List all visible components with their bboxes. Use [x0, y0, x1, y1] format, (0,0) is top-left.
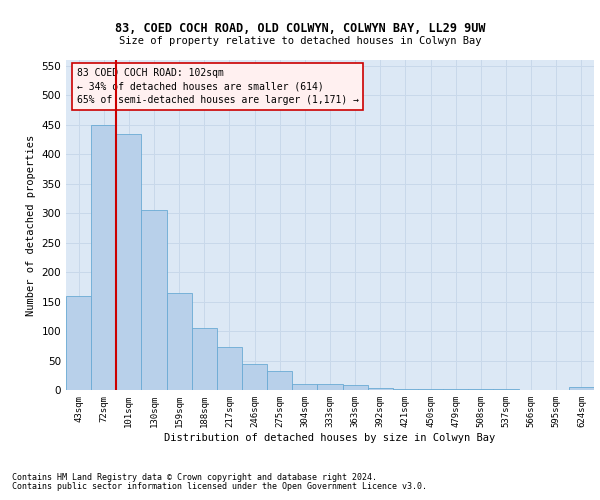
Bar: [569, 387, 594, 390]
Bar: [192, 328, 217, 390]
Bar: [292, 384, 317, 390]
Text: Size of property relative to detached houses in Colwyn Bay: Size of property relative to detached ho…: [119, 36, 481, 46]
Text: Contains public sector information licensed under the Open Government Licence v3: Contains public sector information licen…: [12, 482, 427, 491]
Text: 83, COED COCH ROAD, OLD COLWYN, COLWYN BAY, LL29 9UW: 83, COED COCH ROAD, OLD COLWYN, COLWYN B…: [115, 22, 485, 36]
Bar: [393, 389, 418, 390]
Bar: [66, 296, 91, 390]
Bar: [368, 388, 393, 390]
Bar: [317, 384, 343, 390]
Bar: [91, 125, 116, 390]
Text: Contains HM Land Registry data © Crown copyright and database right 2024.: Contains HM Land Registry data © Crown c…: [12, 472, 377, 482]
Y-axis label: Number of detached properties: Number of detached properties: [26, 134, 36, 316]
X-axis label: Distribution of detached houses by size in Colwyn Bay: Distribution of detached houses by size …: [164, 432, 496, 442]
Bar: [242, 364, 267, 390]
Bar: [217, 347, 242, 390]
Bar: [343, 386, 368, 390]
Bar: [267, 371, 292, 390]
Text: 83 COED COCH ROAD: 102sqm
← 34% of detached houses are smaller (614)
65% of semi: 83 COED COCH ROAD: 102sqm ← 34% of detac…: [77, 68, 359, 104]
Bar: [116, 134, 142, 390]
Bar: [142, 210, 167, 390]
Bar: [167, 293, 192, 390]
